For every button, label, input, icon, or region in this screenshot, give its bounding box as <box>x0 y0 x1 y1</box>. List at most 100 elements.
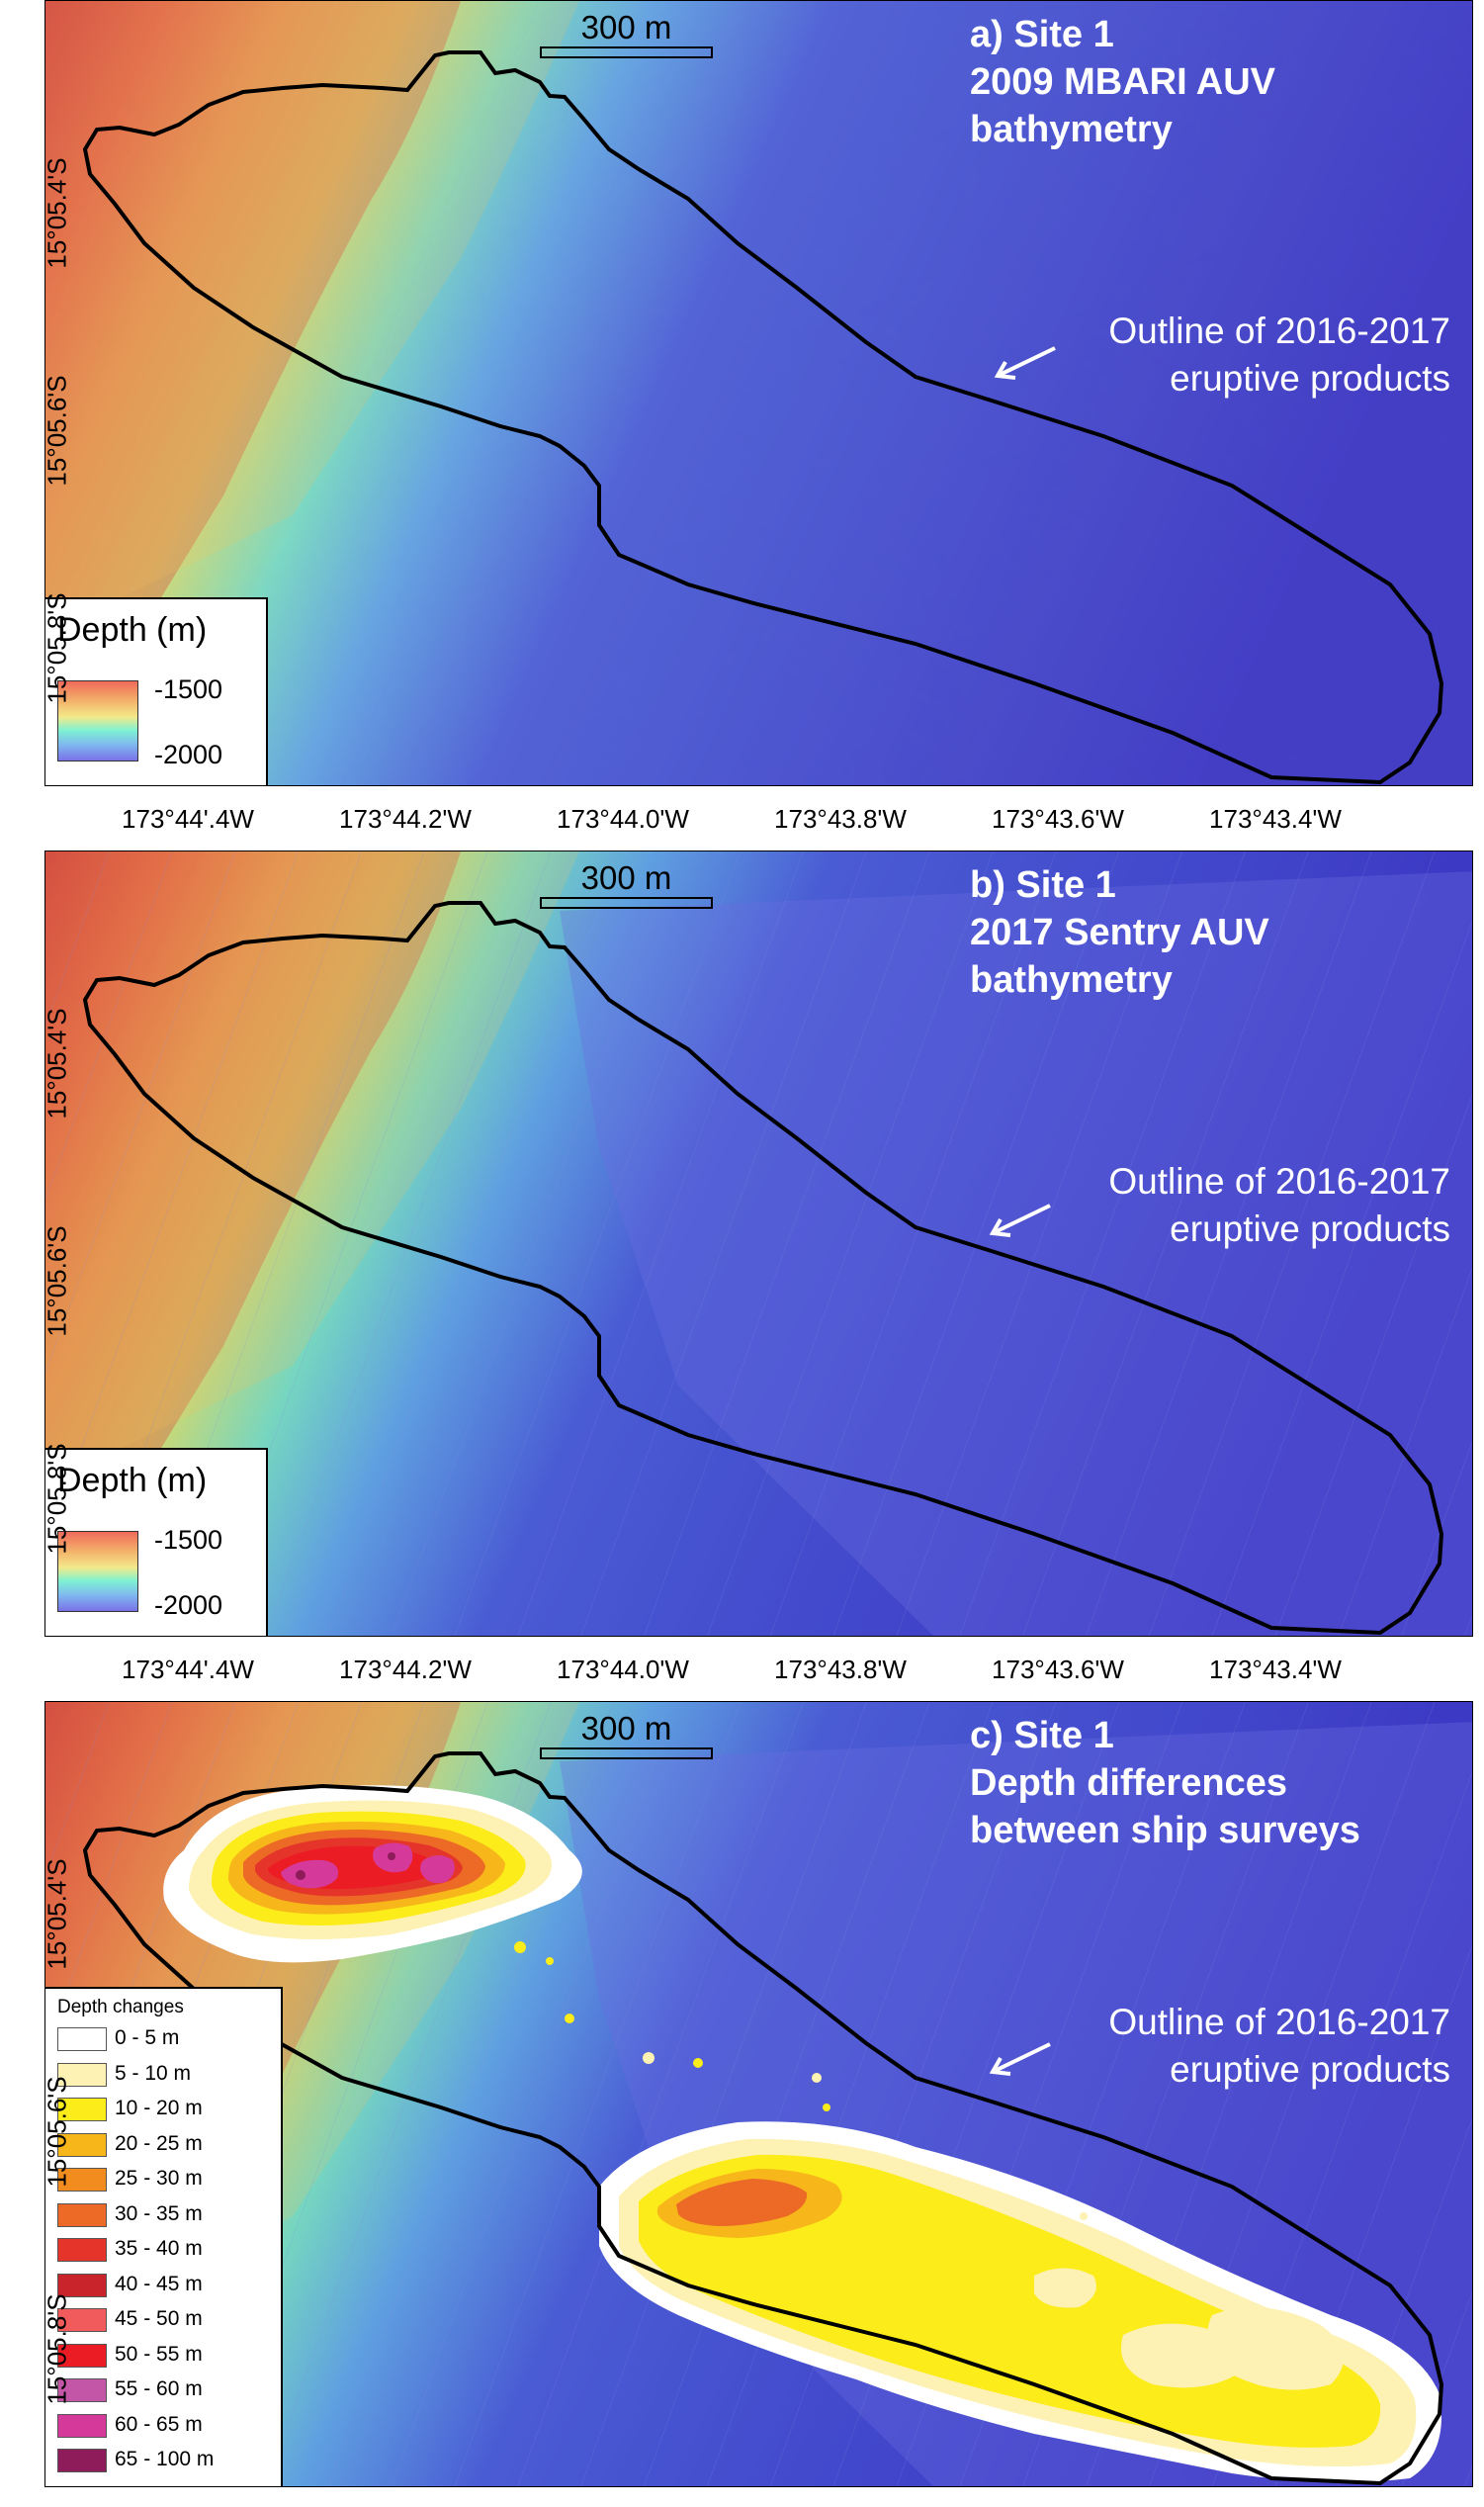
outline-label: Outline of 2016-2017 eruptive products <box>1108 1158 1450 1253</box>
legend-swatch <box>57 2132 107 2157</box>
legend-class-label: 0 - 5 m <box>115 2026 180 2049</box>
depth-legend-title: Depth (m) <box>57 611 208 649</box>
longitude-label: 173°43.6'W <box>992 804 1124 834</box>
arrow-icon <box>989 2042 1051 2076</box>
depth-difference-map <box>45 1702 1472 2486</box>
legend-swatch <box>57 2308 107 2332</box>
outline-label-line: Outline of 2016-2017 <box>1108 1161 1450 1202</box>
longitude-label: 173°43.8'W <box>774 1655 907 1684</box>
arrow-icon <box>989 1204 1051 1237</box>
panel-title-line: Depth differences <box>970 1762 1287 1804</box>
depth-change-legend: Depth changes 0 - 5 m 5 - 10 m 10 - 20 m 20… <box>45 1987 283 2486</box>
depth-change-legend-title: Depth changes <box>57 1997 184 2017</box>
longitude-label: 173°44.2'W <box>339 804 472 834</box>
panel-b-map: 300 m b) Site 1 2017 Sentry AUV bathymet… <box>44 851 1473 1637</box>
longitude-axis-b: 173°44'.4W 173°44.2'W 173°44.0'W 173°43.… <box>44 1647 1473 1696</box>
latitude-label: 15°05.6'S <box>42 2076 72 2188</box>
scale-bar-line <box>540 1747 713 1759</box>
panel-title-line: bathymetry <box>970 959 1173 1001</box>
latitude-label: 15°05.6'S <box>42 375 72 487</box>
legend-swatch <box>57 2168 107 2192</box>
legend-class-label: 30 - 35 m <box>115 2201 203 2225</box>
legend-class-label: 40 - 45 m <box>115 2272 203 2295</box>
depth-color-ramp <box>57 680 138 761</box>
depth-change-patch-upper <box>163 1785 582 1963</box>
legend-class-label: 25 - 30 m <box>115 2167 203 2190</box>
latitude-label: 15°05.4'S <box>42 1008 72 1119</box>
outline-label-line: eruptive products <box>1170 1209 1450 1249</box>
panel-c-title: c) Site 1 Depth differences between ship… <box>970 1712 1454 1854</box>
latitude-label: 15°05.8'S <box>42 2293 72 2405</box>
panel-title-line: a) Site 1 <box>970 14 1114 55</box>
legend-class-label: 55 - 60 m <box>115 2377 203 2400</box>
latitude-label: 15°05.8'S <box>42 592 72 704</box>
longitude-label: 173°43.6'W <box>992 1655 1124 1684</box>
panel-title-line: b) Site 1 <box>970 864 1116 906</box>
depth-legend-max: -1500 <box>154 1525 223 1555</box>
longitude-label: 173°44.2'W <box>339 1655 472 1684</box>
scale-bar-label: 300 m <box>580 859 672 896</box>
legend-swatch <box>57 2378 107 2402</box>
latitude-label: 15°05.4'S <box>42 157 72 269</box>
scale-bar-line <box>540 46 713 58</box>
longitude-label: 173°44'.4W <box>122 1655 254 1684</box>
panel-a-title: a) Site 1 2009 MBARI AUV bathymetry <box>970 11 1454 153</box>
legend-swatch <box>57 2413 107 2438</box>
legend-swatch <box>57 2062 107 2087</box>
bathymetry-map-a <box>45 1 1472 785</box>
eruptive-products-outline <box>82 50 1444 785</box>
outline-label: Outline of 2016-2017 eruptive products <box>1108 308 1450 403</box>
longitude-axis-a: 173°44'.4W 173°44.2'W 173°44.0'W 173°43.… <box>44 796 1473 846</box>
legend-class-label: 5 - 10 m <box>115 2061 192 2085</box>
longitude-label: 173°44.0'W <box>557 1655 689 1684</box>
bathymetry-map-b <box>45 851 1472 1636</box>
outline-label-line: Outline of 2016-2017 <box>1108 311 1450 351</box>
latitude-label: 15°05.8'S <box>42 1443 72 1555</box>
panel-title-line: bathymetry <box>970 109 1173 150</box>
panel-c-map: 300 m c) Site 1 Depth differences betwee… <box>44 1701 1473 2487</box>
legend-class-label: 45 - 50 m <box>115 2307 203 2330</box>
outline-label-line: eruptive products <box>1170 358 1450 399</box>
longitude-label: 173°44'.4W <box>122 804 254 834</box>
panel-title-line: c) Site 1 <box>970 1715 1114 1756</box>
legend-swatch <box>57 2273 107 2297</box>
depth-legend-min: -2000 <box>154 1590 223 1620</box>
legend-class-label: 50 - 55 m <box>115 2342 203 2366</box>
scale-bar: 300 m <box>540 1710 713 1759</box>
latitude-label: 15°05.4'S <box>42 1858 72 1970</box>
latitude-label: 15°05.6'S <box>42 1225 72 1337</box>
longitude-label: 173°43.8'W <box>774 804 907 834</box>
longitude-label: 173°43.4'W <box>1209 1655 1342 1684</box>
depth-legend: Depth (m) -1500 -2000 <box>45 1448 268 1636</box>
depth-legend-title: Depth (m) <box>57 1462 208 1499</box>
scale-bar-label: 300 m <box>580 1710 672 1746</box>
outline-label-line: Outline of 2016-2017 <box>1108 2002 1450 2042</box>
panel-b-title: b) Site 1 2017 Sentry AUV bathymetry <box>970 861 1454 1004</box>
panel-title-line: between ship surveys <box>970 1810 1360 1851</box>
scale-bar: 300 m <box>540 859 713 909</box>
scale-bar-line <box>540 897 713 909</box>
panel-a-map: 300 m a) Site 1 2009 MBARI AUV bathymetr… <box>44 0 1473 786</box>
legend-class-label: 10 - 20 m <box>115 2097 203 2119</box>
eruptive-products-outline <box>82 901 1444 1636</box>
outline-label-line: eruptive products <box>1170 2049 1450 2090</box>
eruptive-products-outline <box>82 1751 1444 2486</box>
arrow-icon <box>994 346 1056 380</box>
longitude-label: 173°44.0'W <box>557 804 689 834</box>
legend-class-label: 20 - 25 m <box>115 2131 203 2155</box>
depth-legend: Depth (m) -1500 -2000 <box>45 597 268 785</box>
longitude-label: 173°43.4'W <box>1209 804 1342 834</box>
legend-swatch <box>57 2098 107 2121</box>
depth-color-ramp <box>57 1531 138 1612</box>
depth-change-patch-lower <box>599 2121 1441 2482</box>
legend-class-label: 35 - 40 m <box>115 2237 203 2260</box>
scale-bar: 300 m <box>540 9 713 58</box>
panel-title-line: 2009 MBARI AUV <box>970 61 1276 103</box>
legend-swatch <box>57 2343 107 2368</box>
legend-swatch <box>57 2027 107 2051</box>
legend-class-label: 65 - 100 m <box>115 2448 215 2470</box>
legend-swatch <box>57 2202 107 2227</box>
panel-title-line: 2017 Sentry AUV <box>970 912 1269 953</box>
depth-legend-min: -2000 <box>154 740 223 769</box>
outline-label: Outline of 2016-2017 eruptive products <box>1108 1999 1450 2094</box>
